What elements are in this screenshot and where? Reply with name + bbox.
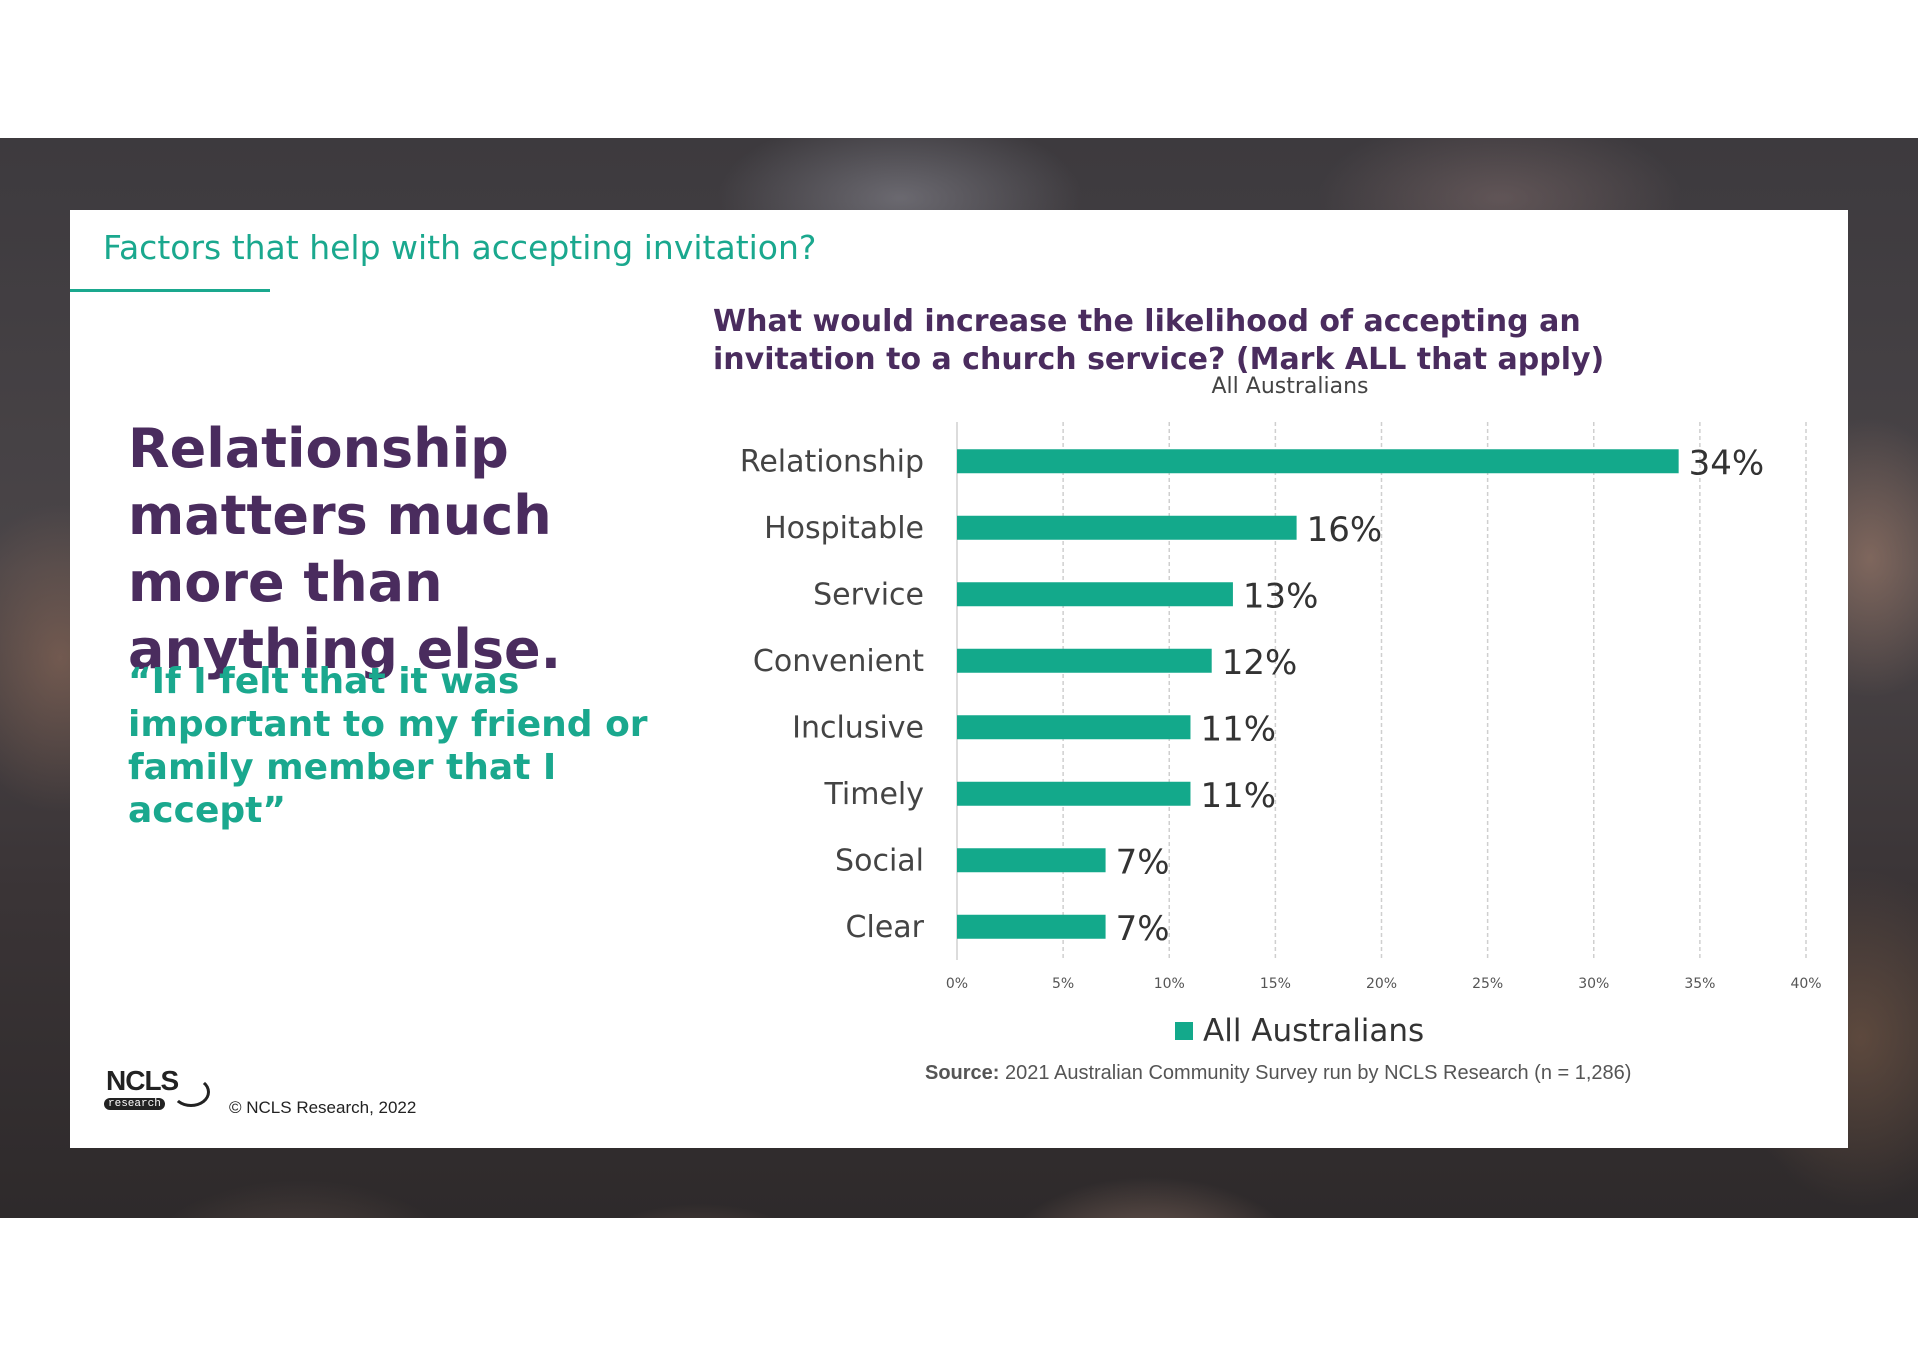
bar — [957, 715, 1191, 740]
x-tick-label: 35% — [1684, 976, 1715, 992]
legend-label: All Australians — [1203, 1013, 1425, 1049]
x-tick-label: 0% — [946, 976, 968, 992]
chart-question: What would increase the likelihood of ac… — [713, 304, 1605, 377]
data-label: 11% — [1200, 709, 1276, 749]
legend-swatch — [1175, 1022, 1193, 1040]
data-label: 12% — [1222, 643, 1298, 683]
data-label: 7% — [1116, 842, 1170, 882]
data-label: 13% — [1243, 576, 1319, 616]
headline: Relationship matters much more than anyt… — [128, 417, 562, 681]
bar — [957, 648, 1212, 673]
data-label: 7% — [1116, 909, 1170, 949]
source-note: Source: 2021 Australian Community Survey… — [925, 1062, 1631, 1085]
category-label: Relationship — [740, 444, 924, 479]
category-label: Convenient — [753, 644, 924, 679]
x-tick-label: 30% — [1578, 976, 1609, 992]
copyright: © NCLS Research, 2022 — [229, 1098, 417, 1117]
category-label: Social — [835, 843, 924, 878]
x-tick-label: 10% — [1154, 976, 1185, 992]
source-label: Source: — [925, 1062, 1000, 1084]
category-label: Clear — [846, 910, 925, 945]
logo-subtext: research — [104, 1098, 165, 1110]
bar — [957, 449, 1679, 474]
chart-subtitle: All Australians — [1211, 374, 1369, 399]
category-label: Inclusive — [792, 710, 924, 745]
title-underline — [70, 289, 270, 292]
x-tick-label: 15% — [1260, 976, 1291, 992]
x-tick-label: 40% — [1790, 976, 1821, 992]
data-label: 11% — [1200, 776, 1276, 816]
x-tick-label: 25% — [1472, 976, 1503, 992]
bar — [957, 914, 1106, 939]
data-label: 16% — [1307, 510, 1383, 550]
source-text: 2021 Australian Community Survey run by … — [1005, 1062, 1632, 1084]
content-card — [70, 210, 1848, 1148]
quote: “If I felt that it was important to my f… — [128, 661, 648, 831]
category-label: Service — [813, 577, 924, 612]
x-tick-label: 5% — [1052, 976, 1074, 992]
bar — [957, 848, 1106, 873]
ncls-logo: NCLS research — [100, 1065, 210, 1115]
chart-legend: All Australians — [1175, 1013, 1424, 1049]
bar — [957, 515, 1297, 540]
logo-text: NCLS — [106, 1065, 179, 1096]
section-title: Factors that help with accepting invitat… — [103, 228, 817, 267]
bar — [957, 781, 1191, 806]
category-label: Timely — [823, 777, 924, 812]
logo-arc-icon — [172, 1077, 210, 1107]
category-label: Hospitable — [764, 511, 924, 546]
bar-chart: 0% 5% 10% 15% 20% 25% 30% 35% 40% Relationship 34%… — [740, 422, 1822, 992]
x-tick-label: 20% — [1366, 976, 1397, 992]
data-label: 34% — [1689, 443, 1765, 483]
bar — [957, 582, 1233, 607]
